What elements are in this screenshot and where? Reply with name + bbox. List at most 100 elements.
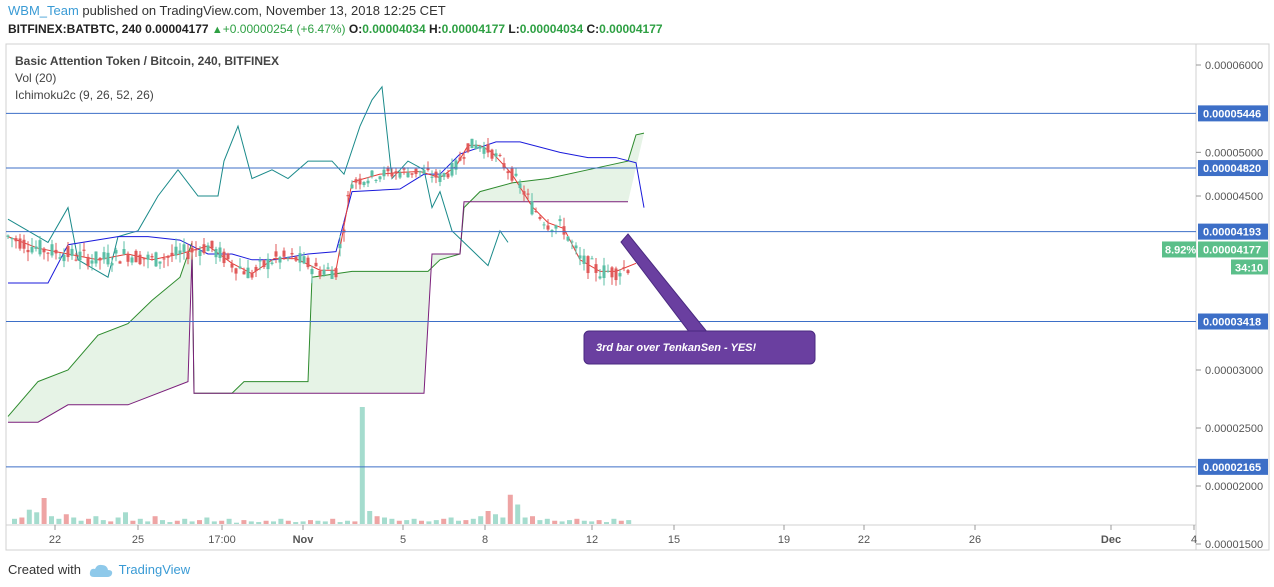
volume-bar — [271, 521, 276, 524]
volume-bar — [330, 518, 336, 524]
candle-body — [402, 168, 406, 170]
candle-body — [562, 226, 566, 235]
candle-body — [566, 236, 570, 241]
candle-body — [570, 241, 574, 243]
candle-body — [506, 171, 510, 174]
volume-bar — [108, 521, 114, 524]
candle-body — [574, 245, 578, 249]
candle-body — [546, 225, 550, 230]
volume-bar — [137, 518, 143, 524]
candle-body — [466, 143, 470, 152]
candle-body — [490, 149, 494, 159]
candle-body — [314, 262, 318, 267]
candle-body — [138, 254, 142, 265]
candle-body — [386, 168, 390, 172]
volume-bar — [478, 516, 484, 524]
candle-body — [410, 173, 414, 175]
price-tag — [1198, 223, 1268, 240]
candle-body — [218, 247, 222, 258]
candle-body — [582, 255, 586, 264]
candle-body — [326, 267, 330, 269]
candle-body — [50, 244, 54, 256]
kijun-line — [8, 141, 645, 284]
callout-pointer — [620, 233, 710, 334]
candle-body — [254, 266, 258, 272]
candle-body — [434, 171, 438, 178]
candle-body — [414, 168, 418, 175]
candle-body — [222, 251, 226, 264]
volume-bar — [507, 494, 513, 524]
candle-body — [526, 193, 530, 195]
candle-body — [406, 172, 410, 178]
volume-bar — [115, 517, 121, 524]
x-tick-label: 12 — [586, 534, 598, 546]
candle-body — [558, 219, 562, 222]
volume-bar — [197, 520, 202, 524]
volume-bar — [581, 520, 587, 524]
horizontal-lines — [6, 112, 1196, 468]
candle-body — [170, 252, 174, 256]
candle-body — [22, 239, 26, 249]
volume-bar — [241, 520, 247, 524]
volume-bar — [544, 518, 550, 524]
candle-body — [594, 264, 598, 273]
volume-bar — [248, 521, 254, 524]
candle-body — [142, 258, 146, 260]
volume-bar — [611, 518, 617, 524]
candle-body — [94, 251, 98, 264]
candle-body — [290, 252, 294, 255]
x-tick-label: 15 — [668, 534, 680, 546]
candle-body — [54, 249, 58, 254]
candle-body — [394, 171, 398, 174]
candle-body — [350, 184, 354, 189]
y-tick-label: 0.00006000 — [1205, 60, 1263, 72]
x-tick-label: Nov — [293, 534, 315, 546]
volume-bar — [71, 517, 77, 524]
tenkan-line — [7, 144, 637, 275]
chart-frame — [5, 43, 1270, 551]
candle-body — [626, 270, 630, 274]
candle-body — [166, 255, 170, 258]
candle-body — [122, 249, 126, 255]
volume-bar — [448, 517, 454, 524]
last-price: 0.00004177 — [145, 22, 209, 36]
candle-body — [146, 254, 150, 260]
volume-bar — [219, 520, 225, 524]
volume-bar — [337, 522, 343, 524]
candle-body — [530, 201, 534, 215]
candle-body — [98, 257, 102, 261]
author-link[interactable]: WBM_Team — [8, 3, 79, 18]
candle-body — [482, 146, 486, 154]
candle-body — [118, 261, 122, 264]
callout-box[interactable] — [583, 330, 816, 365]
candle-body — [486, 144, 490, 153]
volume-bar — [441, 518, 447, 524]
legend-vol: Vol (20) — [15, 71, 56, 85]
volume-bar — [123, 512, 128, 524]
candle-body — [382, 169, 386, 177]
volume-bar — [167, 522, 173, 524]
candle-body — [30, 246, 34, 253]
volume-bar — [382, 517, 387, 524]
candle-body — [190, 247, 194, 253]
time-axis: 22 25 17:00 Nov 5 8 12 15 19 22 26 Dec 4 — [49, 525, 1197, 546]
price-tag-text: 0.00002165 — [1203, 462, 1261, 474]
candle-body — [318, 270, 322, 277]
volume-bar — [19, 517, 25, 524]
candle-body — [354, 179, 358, 183]
tradingview-link[interactable]: TradingView — [118, 562, 191, 577]
candle-body — [442, 173, 446, 177]
volume-bar — [574, 518, 580, 524]
candle-body — [554, 225, 558, 229]
candle-body — [398, 172, 402, 178]
candle-body — [542, 224, 546, 226]
volume-bar — [618, 520, 624, 524]
volume-bar — [419, 520, 424, 524]
volume-bar — [189, 521, 195, 524]
candle-body — [502, 163, 506, 169]
x-tick-label: 26 — [969, 534, 981, 546]
volume-bar — [56, 518, 62, 524]
volume-bar — [433, 520, 439, 524]
candle-body — [26, 249, 30, 253]
